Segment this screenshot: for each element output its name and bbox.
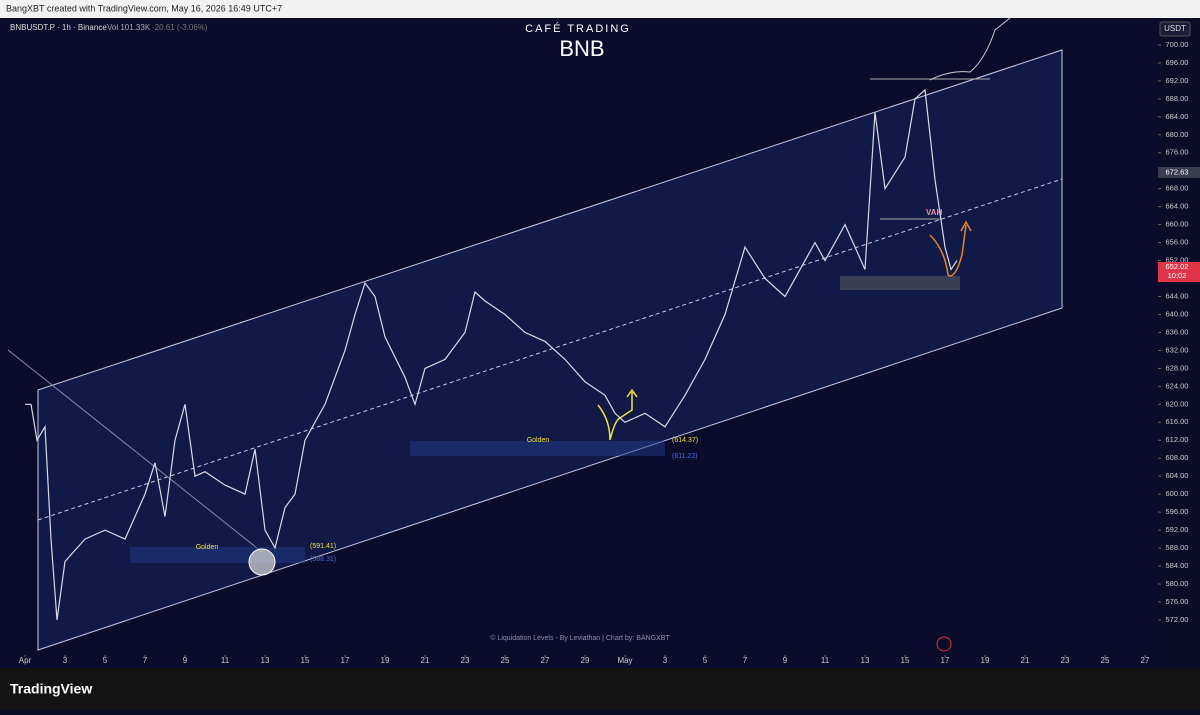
- channel-mid: [37, 178, 1063, 521]
- x-tick-label: 9: [183, 656, 188, 665]
- currency-button[interactable]: [1159, 21, 1191, 37]
- x-tick-label: 25: [1101, 656, 1110, 665]
- x-tick-label: 21: [421, 656, 430, 665]
- x-tick-label: 27: [1141, 656, 1150, 665]
- y-tick-label: 640.00: [1166, 309, 1189, 318]
- projection: [929, 17, 1011, 81]
- currency[interactable]: USDT: [1164, 24, 1186, 33]
- y-tick-label: 684.00: [1166, 112, 1189, 121]
- y-tick-label: 628.00: [1166, 363, 1189, 372]
- x-tick-label: 11: [821, 656, 830, 665]
- bottom-bar: [0, 668, 1200, 710]
- y-tick-label: 676.00: [1166, 148, 1189, 157]
- annotation: Golden: [527, 437, 550, 444]
- y-tick-label: 644.00: [1166, 291, 1189, 300]
- x-tick-label: 5: [703, 656, 708, 665]
- x-tick-label: 13: [861, 656, 870, 665]
- symbol: BNBUSDT.P · 1h · Binance: [10, 23, 107, 32]
- x-tick-label: 15: [301, 656, 310, 665]
- x-tick-label: 27: [541, 656, 550, 665]
- annotation: (588.31): [310, 556, 336, 563]
- annotation: VAH: [926, 208, 943, 217]
- x-tick-label: 9: [783, 656, 788, 665]
- x-tick-label: 19: [981, 656, 990, 665]
- volume: Vol 101.33K: [107, 23, 151, 32]
- y-tick-label: 664.00: [1166, 202, 1189, 211]
- y-tick-label: 584.00: [1166, 561, 1189, 570]
- highlight: [248, 548, 276, 576]
- footer-credit: © Liquidation Levels - By Leviathan | Ch…: [490, 634, 670, 642]
- x-tick-label: 11: [221, 656, 230, 665]
- y-tick-label: 596.00: [1166, 507, 1189, 516]
- x-tick-label: 3: [63, 656, 68, 665]
- annotation: (611.22): [672, 453, 698, 460]
- y-tick-label: 660.00: [1166, 220, 1189, 229]
- x-tick-label: 17: [341, 656, 350, 665]
- brand-name: BNB: [559, 36, 604, 61]
- y-tick-label: 608.00: [1166, 453, 1189, 462]
- x-tick-label: 5: [103, 656, 108, 665]
- x-tick-label: 3: [663, 656, 668, 665]
- brand-subtitle: CAFÉ TRADING: [525, 22, 631, 35]
- arrow: [597, 388, 638, 441]
- y-tick-label: 588.00: [1166, 543, 1189, 552]
- y-tick-label: 612.00: [1166, 435, 1189, 444]
- credit: BangXBT created with TradingView.com, Ma…: [6, 3, 282, 13]
- countdown: 10:02: [1168, 271, 1187, 280]
- y-tick-label: 700.00: [1166, 40, 1189, 49]
- price-tag-label: 672.63: [1166, 167, 1189, 176]
- annotation: (614.37): [672, 437, 698, 444]
- x-tick-label: 7: [743, 656, 748, 665]
- trend-line: [7, 349, 263, 553]
- x-tick-label: 29: [581, 656, 590, 665]
- x-tick-label: 17: [941, 656, 950, 665]
- logo: TradingView: [10, 681, 92, 697]
- y-tick-label: 616.00: [1166, 417, 1189, 426]
- y-tick-label: 620.00: [1166, 399, 1189, 408]
- x-tick-label: 25: [501, 656, 510, 665]
- change: -20.61 (-3.06%): [152, 23, 208, 32]
- x-tick-label: 23: [1061, 656, 1070, 665]
- x-tick-label: May: [617, 656, 632, 665]
- x-tick-label: 21: [1021, 656, 1030, 665]
- y-tick-label: 636.00: [1166, 327, 1189, 336]
- y-tick-label: 656.00: [1166, 238, 1189, 247]
- price-axis: [1158, 18, 1200, 668]
- y-tick-label: 624.00: [1166, 381, 1189, 390]
- zone: [840, 276, 960, 290]
- y-tick-label: 572.00: [1166, 615, 1189, 624]
- y-tick-label: 632.00: [1166, 345, 1189, 354]
- annotation: Golden: [196, 544, 219, 551]
- x-tick-label: Apr: [19, 656, 32, 665]
- y-tick-label: 688.00: [1166, 94, 1189, 103]
- icon: [936, 636, 952, 652]
- arrow: [929, 220, 972, 277]
- x-tick-label: 15: [901, 656, 910, 665]
- y-tick-label: 692.00: [1166, 76, 1189, 85]
- x-tick-label: 7: [143, 656, 148, 665]
- x-tick-label: 19: [381, 656, 390, 665]
- y-tick-label: 576.00: [1166, 597, 1189, 606]
- golden-zone: [410, 441, 665, 456]
- y-tick-label: 668.00: [1166, 184, 1189, 193]
- y-tick-label: 580.00: [1166, 579, 1189, 588]
- annotation: (591.41): [310, 543, 336, 550]
- price-line: [25, 88, 958, 620]
- y-tick-label: 592.00: [1166, 525, 1189, 534]
- last-price: 652.02: [1166, 262, 1189, 271]
- y-tick-label: 696.00: [1166, 58, 1189, 67]
- y-tick-label: 600.00: [1166, 489, 1189, 498]
- top-bar: [0, 0, 1200, 18]
- y-tick-label: 680.00: [1166, 130, 1189, 139]
- x-tick-label: 13: [261, 656, 270, 665]
- last-price-tag: [1158, 262, 1200, 282]
- x-tick-label: 23: [461, 656, 470, 665]
- price-tag: [1158, 167, 1200, 178]
- y-tick-label: 604.00: [1166, 471, 1189, 480]
- y-tick-label: 652.00: [1166, 256, 1189, 265]
